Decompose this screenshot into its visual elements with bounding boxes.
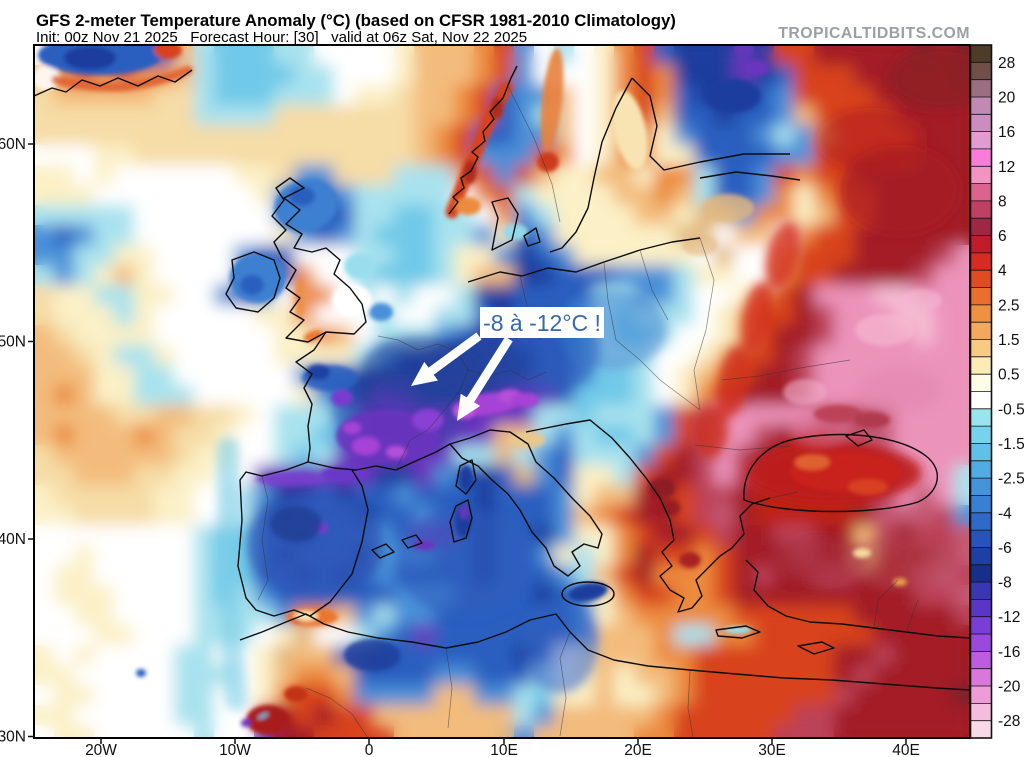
svg-text:-6: -6 (998, 540, 1012, 557)
svg-text:20: 20 (998, 90, 1016, 107)
svg-text:-12: -12 (998, 609, 1020, 626)
svg-text:-8 à -12°C !: -8 à -12°C ! (483, 310, 601, 336)
svg-text:-4: -4 (998, 505, 1012, 522)
svg-text:4: 4 (998, 263, 1007, 280)
svg-text:0: 0 (365, 742, 374, 757)
svg-text:12: 12 (998, 159, 1015, 176)
svg-text:-8: -8 (998, 575, 1012, 592)
svg-text:-0.5: -0.5 (998, 401, 1024, 418)
svg-text:28: 28 (998, 55, 1015, 72)
svg-text:1.5: 1.5 (998, 332, 1020, 349)
svg-text:10W: 10W (219, 742, 251, 757)
svg-text:-1.5: -1.5 (998, 436, 1024, 453)
svg-text:40E: 40E (892, 742, 920, 757)
svg-text:8: 8 (998, 193, 1007, 210)
svg-text:40N: 40N (0, 531, 26, 548)
svg-text:20E: 20E (624, 742, 652, 757)
svg-text:50N: 50N (0, 334, 26, 351)
svg-text:20W: 20W (85, 742, 117, 757)
svg-text:60N: 60N (0, 136, 26, 153)
svg-text:Init: 00z Nov 21 2025 Foreca: Init: 00z Nov 21 2025 Forecast Hour: [30… (36, 29, 527, 46)
svg-text:10E: 10E (490, 742, 518, 757)
svg-text:6: 6 (998, 228, 1007, 245)
svg-text:2.5: 2.5 (998, 297, 1020, 314)
svg-text:-2.5: -2.5 (998, 471, 1024, 488)
svg-text:30E: 30E (758, 742, 786, 757)
svg-text:TROPICALTIDBITS.COM: TROPICALTIDBITS.COM (778, 25, 970, 42)
svg-text:30N: 30N (0, 729, 26, 746)
svg-text:-28: -28 (998, 713, 1020, 730)
svg-text:-16: -16 (998, 644, 1020, 661)
svg-text:16: 16 (998, 124, 1015, 141)
svg-text:0.5: 0.5 (998, 367, 1020, 384)
svg-text:GFS 2-meter Temperature Anomal: GFS 2-meter Temperature Anomaly (°C) (ba… (36, 11, 676, 30)
svg-text:-20: -20 (998, 679, 1021, 696)
